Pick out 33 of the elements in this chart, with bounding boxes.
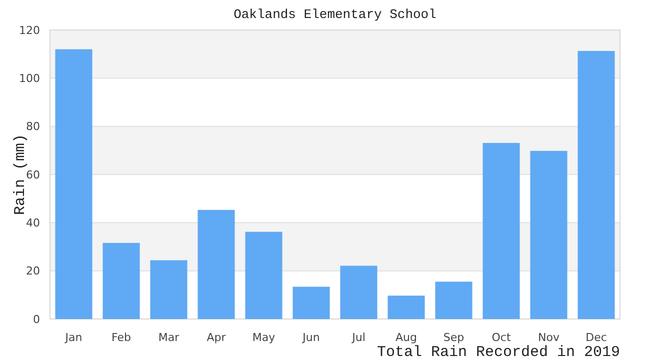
bar	[530, 150, 568, 319]
x-tick-label: May	[252, 331, 276, 344]
bar	[150, 260, 188, 319]
bar	[102, 242, 140, 319]
x-tick-label: Nov	[538, 331, 560, 344]
y-tick-label: 80	[26, 120, 40, 134]
y-tick-label: 40	[26, 216, 40, 230]
x-tick-label: Feb	[112, 331, 131, 344]
x-tick-label: Jul	[351, 331, 366, 344]
bar	[340, 266, 378, 319]
x-tick-label: Mar	[158, 331, 180, 344]
x-tick-label: Apr	[206, 331, 226, 344]
chart-title: Oaklands Elementary School	[234, 7, 437, 22]
bar	[198, 210, 235, 319]
bar	[292, 286, 330, 319]
bar	[578, 50, 615, 319]
y-tick-label: 20	[26, 264, 40, 278]
y-tick-label: 100	[19, 72, 40, 86]
x-tick-label: Dec	[586, 331, 607, 344]
bar	[482, 142, 520, 319]
x-tick-label: Sep	[443, 331, 464, 344]
bar	[435, 282, 472, 319]
x-tick-label: Aug	[396, 331, 417, 344]
x-tick-label: Oct	[492, 331, 512, 344]
y-tick-label: 0	[33, 312, 40, 326]
x-axis-title: Total Rain Recorded in 2019	[376, 344, 620, 360]
bar	[388, 296, 425, 319]
bar	[245, 232, 282, 319]
bar	[55, 49, 92, 319]
y-tick-label: 120	[19, 24, 40, 37]
y-tick-label: 60	[26, 168, 40, 182]
x-tick-label: Jun	[302, 331, 320, 344]
x-tick-label: Jan	[64, 331, 82, 344]
